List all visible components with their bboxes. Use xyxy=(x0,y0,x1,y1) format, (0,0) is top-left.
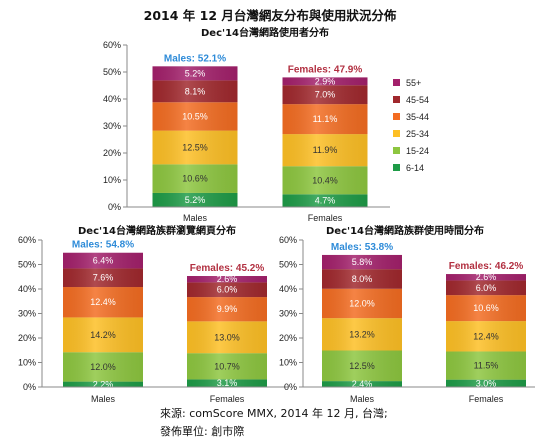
y-tick-label: 0% xyxy=(23,382,36,392)
bar-total-label: Females: 45.2% xyxy=(190,263,265,274)
data-label: 7.0% xyxy=(315,90,336,100)
y-tick-label: 20% xyxy=(279,333,297,343)
y-tick-label: 0% xyxy=(108,202,121,212)
data-label: 12.0% xyxy=(90,362,116,372)
data-label: 10.6% xyxy=(473,303,499,313)
data-label: 11.5% xyxy=(474,361,499,371)
data-label: 5.2% xyxy=(185,68,206,78)
bar-sheen xyxy=(446,274,526,387)
x-category-label: Males xyxy=(91,394,116,404)
legend-label: 15-24 xyxy=(406,146,429,156)
data-label: 13.0% xyxy=(214,332,240,342)
chart-user-distribution: Dec'14台灣網路使用者分布 0% 10% 20% 30% 40% 50% 60% 5.2% 1… xyxy=(103,26,429,223)
data-label: 11.1% xyxy=(313,114,338,124)
charts-area: Dec'14台灣網路使用者分布 0% 10% 20% 30% 40% 50% 60% 5.2% 1… xyxy=(18,26,535,404)
data-label: 10.4% xyxy=(312,175,338,185)
data-label: 12.0% xyxy=(349,298,375,308)
data-label: 5.8% xyxy=(352,257,373,267)
data-label: 13.2% xyxy=(349,329,375,339)
y-tick-label: 10% xyxy=(18,358,36,368)
x-category-label: Females xyxy=(308,213,343,223)
y-tick-label: 60% xyxy=(279,235,297,245)
footer-source: 來源: comScore MMX, 2014 年 12 月, 台灣; xyxy=(160,406,388,420)
legend-label: 25-34 xyxy=(406,129,429,139)
y-tick-label: 30% xyxy=(103,121,121,131)
data-label: 8.1% xyxy=(185,86,206,96)
data-label: 2.4% xyxy=(352,379,373,389)
legend-swatch xyxy=(393,147,400,154)
y-tick-label: 20% xyxy=(18,333,36,343)
legend-label: 55+ xyxy=(406,78,421,88)
data-label: 12.4% xyxy=(473,331,499,341)
legend-swatch xyxy=(393,96,400,103)
main-title: 2014 年 12 月台灣網友分布與使用狀況分佈 xyxy=(144,8,397,23)
legend-swatch xyxy=(393,79,400,86)
y-tick-label: 20% xyxy=(103,148,121,158)
bar-total-label: Females: 46.2% xyxy=(449,261,524,272)
data-label: 12.5% xyxy=(182,142,208,152)
legend-label: 35-44 xyxy=(406,112,429,122)
data-label: 3.0% xyxy=(476,378,497,388)
y-tick-label: 40% xyxy=(103,94,121,104)
data-label: 10.6% xyxy=(182,174,208,184)
bar-total-label: Females: 47.9% xyxy=(288,64,363,75)
bar-sheen xyxy=(187,276,267,387)
data-label: 14.2% xyxy=(90,330,116,340)
y-tick-label: 10% xyxy=(279,358,297,368)
y-tick-label: 0% xyxy=(284,382,297,392)
x-category-label: Males xyxy=(350,394,375,404)
data-label: 2.9% xyxy=(315,76,336,86)
data-label: 6.0% xyxy=(217,285,238,295)
y-tick-label: 60% xyxy=(18,235,36,245)
y-tick-label: 30% xyxy=(18,309,36,319)
data-label: 2.2% xyxy=(93,379,114,389)
bar-sheen xyxy=(152,66,238,207)
data-label: 12.4% xyxy=(90,297,116,307)
data-label: 5.2% xyxy=(185,195,206,205)
y-tick-label: 30% xyxy=(279,309,297,319)
data-label: 7.6% xyxy=(93,273,114,283)
data-label: 11.9% xyxy=(313,145,338,155)
data-label: 6.4% xyxy=(93,256,114,266)
legend-label: 45-54 xyxy=(406,95,429,105)
data-label: 2.6% xyxy=(217,274,238,284)
data-label: 12.5% xyxy=(349,361,375,371)
y-tick-label: 50% xyxy=(103,67,121,77)
chart-title: Dec'14台灣網路族群使用時間分布 xyxy=(326,224,484,237)
data-label: 3.1% xyxy=(217,378,238,388)
bar-total-label: Males: 53.8% xyxy=(331,242,393,253)
legend-swatch xyxy=(393,130,400,137)
y-tick-label: 40% xyxy=(279,284,297,294)
x-category-label: Males xyxy=(183,213,208,223)
bar-total-label: Males: 54.8% xyxy=(72,240,134,251)
chart-usage-time-distribution: Dec'14台灣網路族群使用時間分布 0% 10% 20% 30% 40% 50% 60% 2.… xyxy=(279,224,535,404)
legend-swatch xyxy=(393,164,400,171)
y-tick-label: 10% xyxy=(103,175,121,185)
legend-label: 6-14 xyxy=(406,163,424,173)
y-tick-label: 50% xyxy=(279,260,297,270)
bar-sheen xyxy=(63,252,143,387)
chart-browsing-distribution: Dec'14台灣網路族群瀏覽網頁分布 0% 10% 20% 30% 40% 50% 60% 2.… xyxy=(18,224,288,404)
bar-total-label: Males: 52.1% xyxy=(164,53,226,64)
bar-sheen xyxy=(282,77,368,208)
y-tick-label: 40% xyxy=(18,284,36,294)
footer-publisher: 發佈單位: 創市際 xyxy=(160,424,244,438)
chart-title: Dec'14台灣網路使用者分布 xyxy=(201,26,329,39)
data-label: 6.0% xyxy=(476,283,497,293)
y-tick-label: 50% xyxy=(18,260,36,270)
chart-title: Dec'14台灣網路族群瀏覽網頁分布 xyxy=(78,224,236,237)
y-tick-label: 60% xyxy=(103,40,121,50)
legend: 55+ 45-54 35-44 25-34 15-24 6-14 xyxy=(393,78,429,173)
x-category-label: Females xyxy=(210,394,245,404)
data-label: 4.7% xyxy=(315,196,336,206)
bar-sheen xyxy=(322,254,402,387)
x-category-label: Females xyxy=(469,394,504,404)
data-label: 8.0% xyxy=(352,274,373,284)
data-label: 9.9% xyxy=(217,304,238,314)
legend-swatch xyxy=(393,113,400,120)
data-label: 10.5% xyxy=(182,111,208,121)
data-label: 10.7% xyxy=(214,361,240,371)
data-label: 2.6% xyxy=(476,272,497,282)
